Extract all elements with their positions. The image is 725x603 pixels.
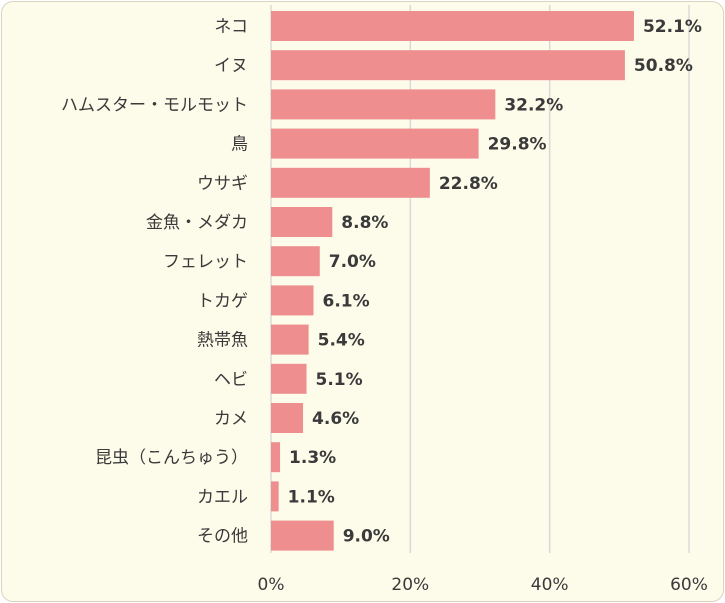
bar (271, 481, 279, 512)
bar (271, 167, 430, 198)
bars (271, 11, 634, 551)
bar (271, 11, 634, 41)
value-label: 4.6% (312, 409, 359, 429)
bar (271, 442, 281, 473)
category-label: ネコ (214, 17, 248, 37)
category-label: ヘビ (214, 370, 248, 390)
category-label: ハムスター・モルモット (61, 95, 248, 115)
bar (271, 520, 334, 551)
value-label: 7.0% (329, 252, 376, 272)
value-label: 22.8% (439, 174, 498, 194)
category-label: トカゲ (197, 291, 248, 311)
bar (271, 207, 333, 237)
value-label: 1.1% (288, 487, 335, 507)
category-label: カエル (197, 487, 248, 507)
category-label: その他 (197, 527, 248, 547)
value-label: 50.8% (634, 56, 693, 76)
bar (271, 128, 479, 159)
gridlines (270, 5, 690, 553)
bar (271, 363, 307, 394)
bar (271, 324, 309, 355)
category-label: 金魚・メダカ (146, 213, 248, 233)
bar (271, 285, 314, 316)
value-label: 1.3% (289, 448, 336, 468)
category-label: 昆虫（こんちゅう） (95, 448, 248, 468)
category-label: 熱帯魚 (197, 331, 248, 351)
value-label: 9.0% (343, 527, 390, 547)
value-label: 32.2% (504, 95, 563, 115)
bar (271, 50, 625, 81)
x-tick-label: 20% (391, 575, 429, 595)
value-label: 29.8% (488, 135, 547, 155)
category-label: ウサギ (197, 174, 248, 194)
category-label: イヌ (214, 56, 248, 76)
value-label: 5.4% (318, 331, 365, 351)
category-label: カメ (214, 409, 248, 429)
value-labels: 52.1% 50.8% 32.2% 29.8% 22.8% 8.8% 7.0% 6.1% 5.4… (288, 17, 702, 547)
bar (271, 403, 304, 433)
x-tick-label: 0% (258, 575, 285, 595)
value-label: 52.1% (643, 17, 702, 37)
value-label: 6.1% (322, 291, 369, 311)
bar (271, 246, 320, 277)
bar (271, 89, 496, 120)
x-tick-label: 40% (531, 575, 569, 595)
category-labels: ネコイヌハムスター・モルモット鳥ウサギ金魚・メダカフェレットトカゲ熱帯魚ヘビカメ… (61, 17, 248, 547)
value-label: 8.8% (341, 213, 388, 233)
x-axis-tick-labels: 0% 20% 40% 60% (258, 575, 708, 595)
x-tick-label: 60% (670, 575, 708, 595)
category-label: 鳥 (231, 135, 248, 155)
category-label: フェレット (163, 252, 248, 272)
value-label: 5.1% (316, 370, 363, 390)
